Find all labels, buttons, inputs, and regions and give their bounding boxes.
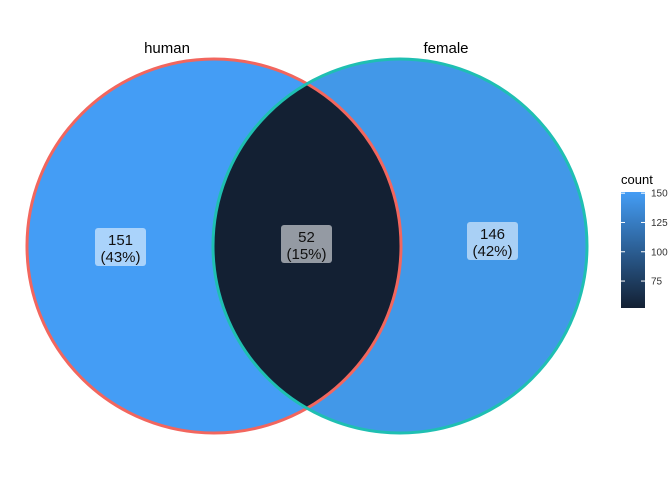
region-count-intersection: 52 [298,229,315,246]
legend: count 150 125 100 75 [621,172,668,308]
legend-colorbar [621,192,645,308]
set-label-female: female [423,40,468,57]
venn-circle-female-outline [211,57,589,435]
region-label-intersection: 52 (15%) [281,225,332,263]
region-percent-female-only: (42%) [472,243,512,260]
legend-tick-label: 125 [651,218,668,229]
legend-title: count [621,172,653,187]
legend-tick-label: 100 [651,247,668,258]
region-count-female-only: 146 [480,226,505,243]
region-label-human-only: 151 (43%) [95,228,146,266]
region-label-female-only: 146 (42%) [467,222,518,260]
set-label-human: human [144,40,190,57]
region-percent-intersection: (15%) [286,246,326,263]
legend-tick-label: 150 [651,189,668,200]
region-percent-human-only: (43%) [100,249,140,266]
venn-circle-human-outline [25,57,403,435]
legend-tick-label: 75 [651,277,663,288]
legend-ticks: 150 125 100 75 [621,189,668,288]
region-count-human-only: 151 [108,232,133,249]
